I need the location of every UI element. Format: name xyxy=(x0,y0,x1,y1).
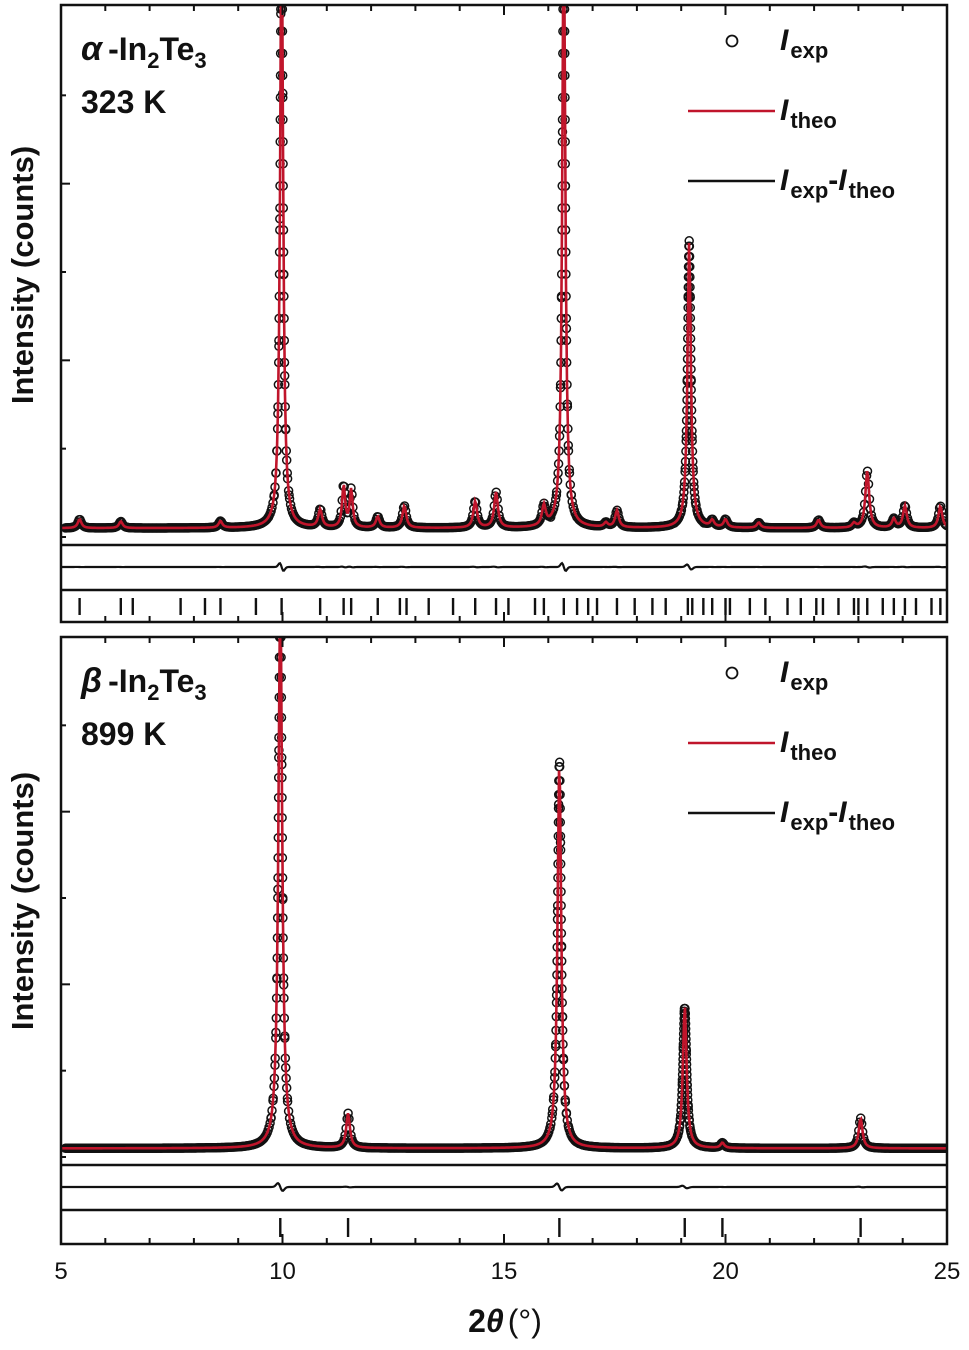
exp-point xyxy=(849,1140,859,1151)
diff-curve xyxy=(61,561,948,573)
phase-label: α -In2Te3 xyxy=(81,30,207,73)
legend-entry: Iexp xyxy=(780,656,828,695)
legend-sub2: theo xyxy=(849,810,895,835)
formula-mid: Te xyxy=(159,31,194,67)
exp-point xyxy=(669,518,680,528)
legend-marker-exp xyxy=(725,34,739,48)
legend-sub: theo xyxy=(790,108,836,133)
x-label-unit: (°) xyxy=(508,1303,542,1339)
x-tick-label: 20 xyxy=(712,1258,739,1285)
exp-point xyxy=(290,512,300,522)
plot-frame xyxy=(59,635,949,1246)
exp-point xyxy=(689,1135,699,1146)
formula-mid: Te xyxy=(159,663,194,699)
phase-label: β -In2Te3 xyxy=(80,662,207,705)
legend-sep: - xyxy=(828,164,838,197)
legend-entry: Iexp xyxy=(780,24,828,63)
legend-italic: I xyxy=(780,24,789,57)
legend-sub: exp xyxy=(790,670,828,695)
legend-sub: theo xyxy=(790,740,836,765)
exp-point xyxy=(336,1139,346,1150)
x-tick-label: 5 xyxy=(54,1258,67,1285)
legend-sub: exp xyxy=(790,178,828,203)
exp-point xyxy=(572,512,582,522)
formula-sub1: 2 xyxy=(147,48,159,73)
legend-italic: I xyxy=(780,796,789,829)
exp-points xyxy=(61,5,947,533)
legend-marker-exp xyxy=(725,666,739,680)
legend-italic: I xyxy=(780,94,789,127)
y-axis-label: Intensity (counts) xyxy=(5,146,40,404)
formula-base: -In xyxy=(108,663,147,699)
x-tick-label: 15 xyxy=(491,1258,518,1285)
temperature-label: 899 K xyxy=(81,716,166,752)
y-axis-label: Intensity (counts) xyxy=(5,772,40,1030)
exp-point xyxy=(259,1133,269,1144)
legend-italic2: I xyxy=(838,796,847,829)
exp-point xyxy=(940,519,947,530)
theo-curve xyxy=(61,637,947,1150)
legend-entry: Itheo xyxy=(780,726,837,765)
x-tick-label: 25 xyxy=(934,1258,961,1285)
legend-italic: I xyxy=(780,164,789,197)
formula-sub2: 3 xyxy=(194,680,206,705)
legend-italic: I xyxy=(780,726,789,759)
x-label-prefix: 2 xyxy=(468,1303,486,1339)
exp-point xyxy=(554,757,565,768)
x-tick-label: 10 xyxy=(269,1258,296,1285)
exp-point xyxy=(263,512,274,522)
formula-base: -In xyxy=(108,31,147,67)
exp-point xyxy=(939,518,947,528)
exp-point xyxy=(670,1135,681,1146)
bragg-ticks xyxy=(78,598,942,615)
legend-entry: Iexp-Itheo xyxy=(780,796,895,835)
formula-sub2: 3 xyxy=(194,48,206,73)
diff-curve xyxy=(61,1181,947,1192)
temperature-label: 323 K xyxy=(81,84,166,120)
legend-sub2: theo xyxy=(849,178,895,203)
exp-point xyxy=(291,1133,302,1144)
legend-sep: - xyxy=(828,796,838,829)
exp-point xyxy=(464,519,474,530)
legend-italic: I xyxy=(780,656,789,689)
formula-sub1: 2 xyxy=(147,680,159,705)
legend-entry: Iexp-Itheo xyxy=(780,164,895,203)
bragg-ticks xyxy=(279,1218,862,1237)
legend-sub: exp xyxy=(790,810,828,835)
exp-point xyxy=(571,1136,581,1147)
legend-entry: Itheo xyxy=(780,94,837,133)
x-label-symbol: θ xyxy=(486,1303,504,1339)
theo-curve xyxy=(61,5,947,530)
exp-point xyxy=(538,1136,548,1147)
legend-italic2: I xyxy=(838,164,847,197)
phase-symbol: β xyxy=(80,662,102,700)
x-axis-label: 2θ (°) xyxy=(468,1303,542,1339)
phase-symbol: α xyxy=(81,30,104,68)
legend-sub: exp xyxy=(790,38,828,63)
